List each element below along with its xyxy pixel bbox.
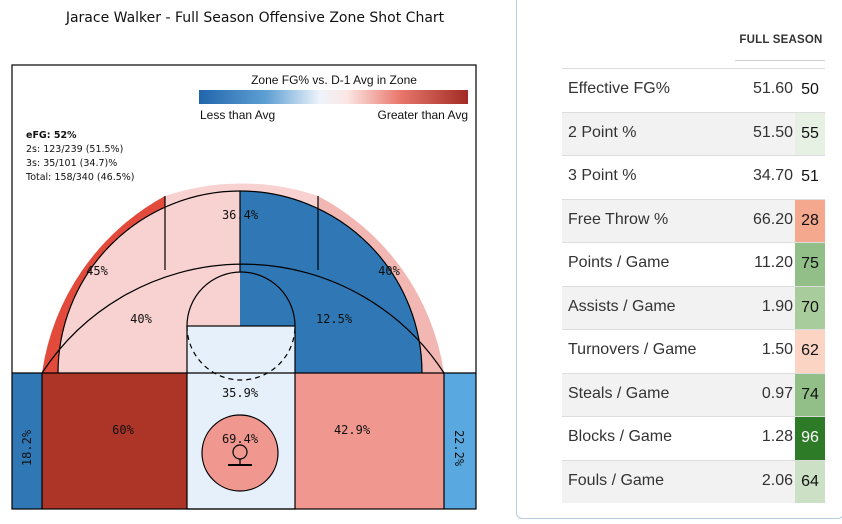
stat-row: Turnovers / Game 1.50 62: [562, 329, 825, 373]
zone-left-corner-three: [12, 373, 42, 509]
label-left-wing-three: 45%: [86, 264, 108, 278]
label-left-corner-three: 18.2%: [20, 429, 34, 466]
legend-low-label: Less than Avg: [200, 108, 275, 122]
stat-row: Blocks / Game 1.28 96: [562, 416, 825, 460]
stats-table: Effective FG% 51.60 50 2 Point % 51.50 55 3 Po…: [562, 68, 825, 503]
summary-total: Total: 158/340 (46.5%): [25, 172, 135, 183]
summary-twos: 2s: 123/239 (51.5%): [26, 144, 123, 155]
label-restricted-area: 69.4%: [222, 432, 259, 446]
stat-value: 2.06: [761, 471, 793, 489]
stat-row: Fouls / Game 2.06 64: [562, 459, 825, 503]
zone-right-baseline-midrange: [295, 373, 444, 509]
stat-row: 2 Point % 51.50 55: [562, 111, 825, 155]
label-right-baseline-midrange: 42.9%: [334, 423, 371, 437]
stat-percentile: 96: [795, 417, 825, 460]
legend-colorbar: [199, 90, 468, 104]
stat-value: 51.60: [752, 80, 793, 97]
stat-label: Effective FG%: [568, 80, 670, 97]
stat-label: Turnovers / Game: [568, 341, 697, 358]
stat-label: 3 Point %: [568, 167, 637, 184]
summary-threes: 3s: 35/101 (34.7)%: [26, 158, 117, 169]
stat-label: Free Throw %: [568, 210, 669, 228]
legend-high-label: Greater than Avg: [377, 108, 468, 122]
stat-value: 51.50: [752, 123, 793, 141]
stat-label: Steals / Game: [568, 384, 670, 402]
stat-row: Points / Game 11.20 75: [562, 242, 825, 286]
label-right-elbow-midrange: 12.5%: [316, 312, 353, 326]
stat-value: 34.70: [752, 167, 793, 184]
stat-row: 3 Point % 34.70 51: [562, 155, 825, 199]
stat-percentile: 70: [795, 286, 825, 329]
stat-value: 66.20: [752, 210, 793, 228]
stat-value: 0.97: [761, 384, 793, 402]
stat-percentile: 64: [795, 460, 825, 503]
stat-value: 11.20: [754, 254, 793, 271]
label-left-elbow-midrange: 40%: [130, 312, 152, 326]
stat-percentile: 75: [795, 243, 825, 286]
stat-row: Steals / Game 0.97 74: [562, 372, 825, 416]
stat-value: 1.50: [761, 341, 793, 358]
legend-title: Zone FG% vs. D-1 Avg in Zone: [251, 73, 417, 87]
stat-percentile: 50: [795, 69, 825, 112]
label-paint: 35.9%: [222, 386, 259, 400]
stat-percentile: 51: [795, 156, 825, 199]
zone-restricted-area: [202, 415, 278, 491]
stat-row: Assists / Game 1.90 70: [562, 285, 825, 329]
header-underline: [735, 60, 825, 61]
stats-panel: FULL SEASON Effective FG% 51.60 50 2 Point …: [516, 0, 842, 519]
chart-title: Jarace Walker - Full Season Offensive Zo…: [65, 10, 445, 26]
summary-efg: eFG: 52%: [26, 130, 77, 141]
zone-right-corner-three: [444, 373, 476, 509]
label-top-three: 36.4%: [222, 208, 259, 222]
stat-percentile: 74: [795, 373, 825, 416]
shot-chart-court: Zone FG% vs. D-1 Avg in Zone Less than A…: [11, 64, 477, 510]
stat-label: Assists / Game: [568, 297, 676, 315]
stat-row: Free Throw % 66.20 28: [562, 198, 825, 242]
stat-label: 2 Point %: [568, 123, 637, 141]
stat-value: 1.28: [761, 428, 793, 445]
full-season-header: FULL SEASON: [739, 34, 823, 46]
label-left-baseline-midrange: 60%: [112, 423, 134, 437]
stat-label: Blocks / Game: [568, 428, 673, 445]
stat-percentile: 28: [795, 199, 825, 242]
stat-row: Effective FG% 51.60 50: [562, 68, 825, 112]
label-right-corner-three: 22.2%: [452, 430, 466, 467]
stat-value: 1.90: [761, 297, 793, 315]
zone-left-baseline-midrange: [42, 373, 187, 509]
label-right-wing-three: 40%: [378, 264, 400, 278]
stat-label: Points / Game: [568, 254, 670, 271]
stat-percentile: 62: [795, 330, 825, 373]
stat-percentile: 55: [795, 112, 825, 155]
stat-label: Fouls / Game: [568, 471, 665, 489]
